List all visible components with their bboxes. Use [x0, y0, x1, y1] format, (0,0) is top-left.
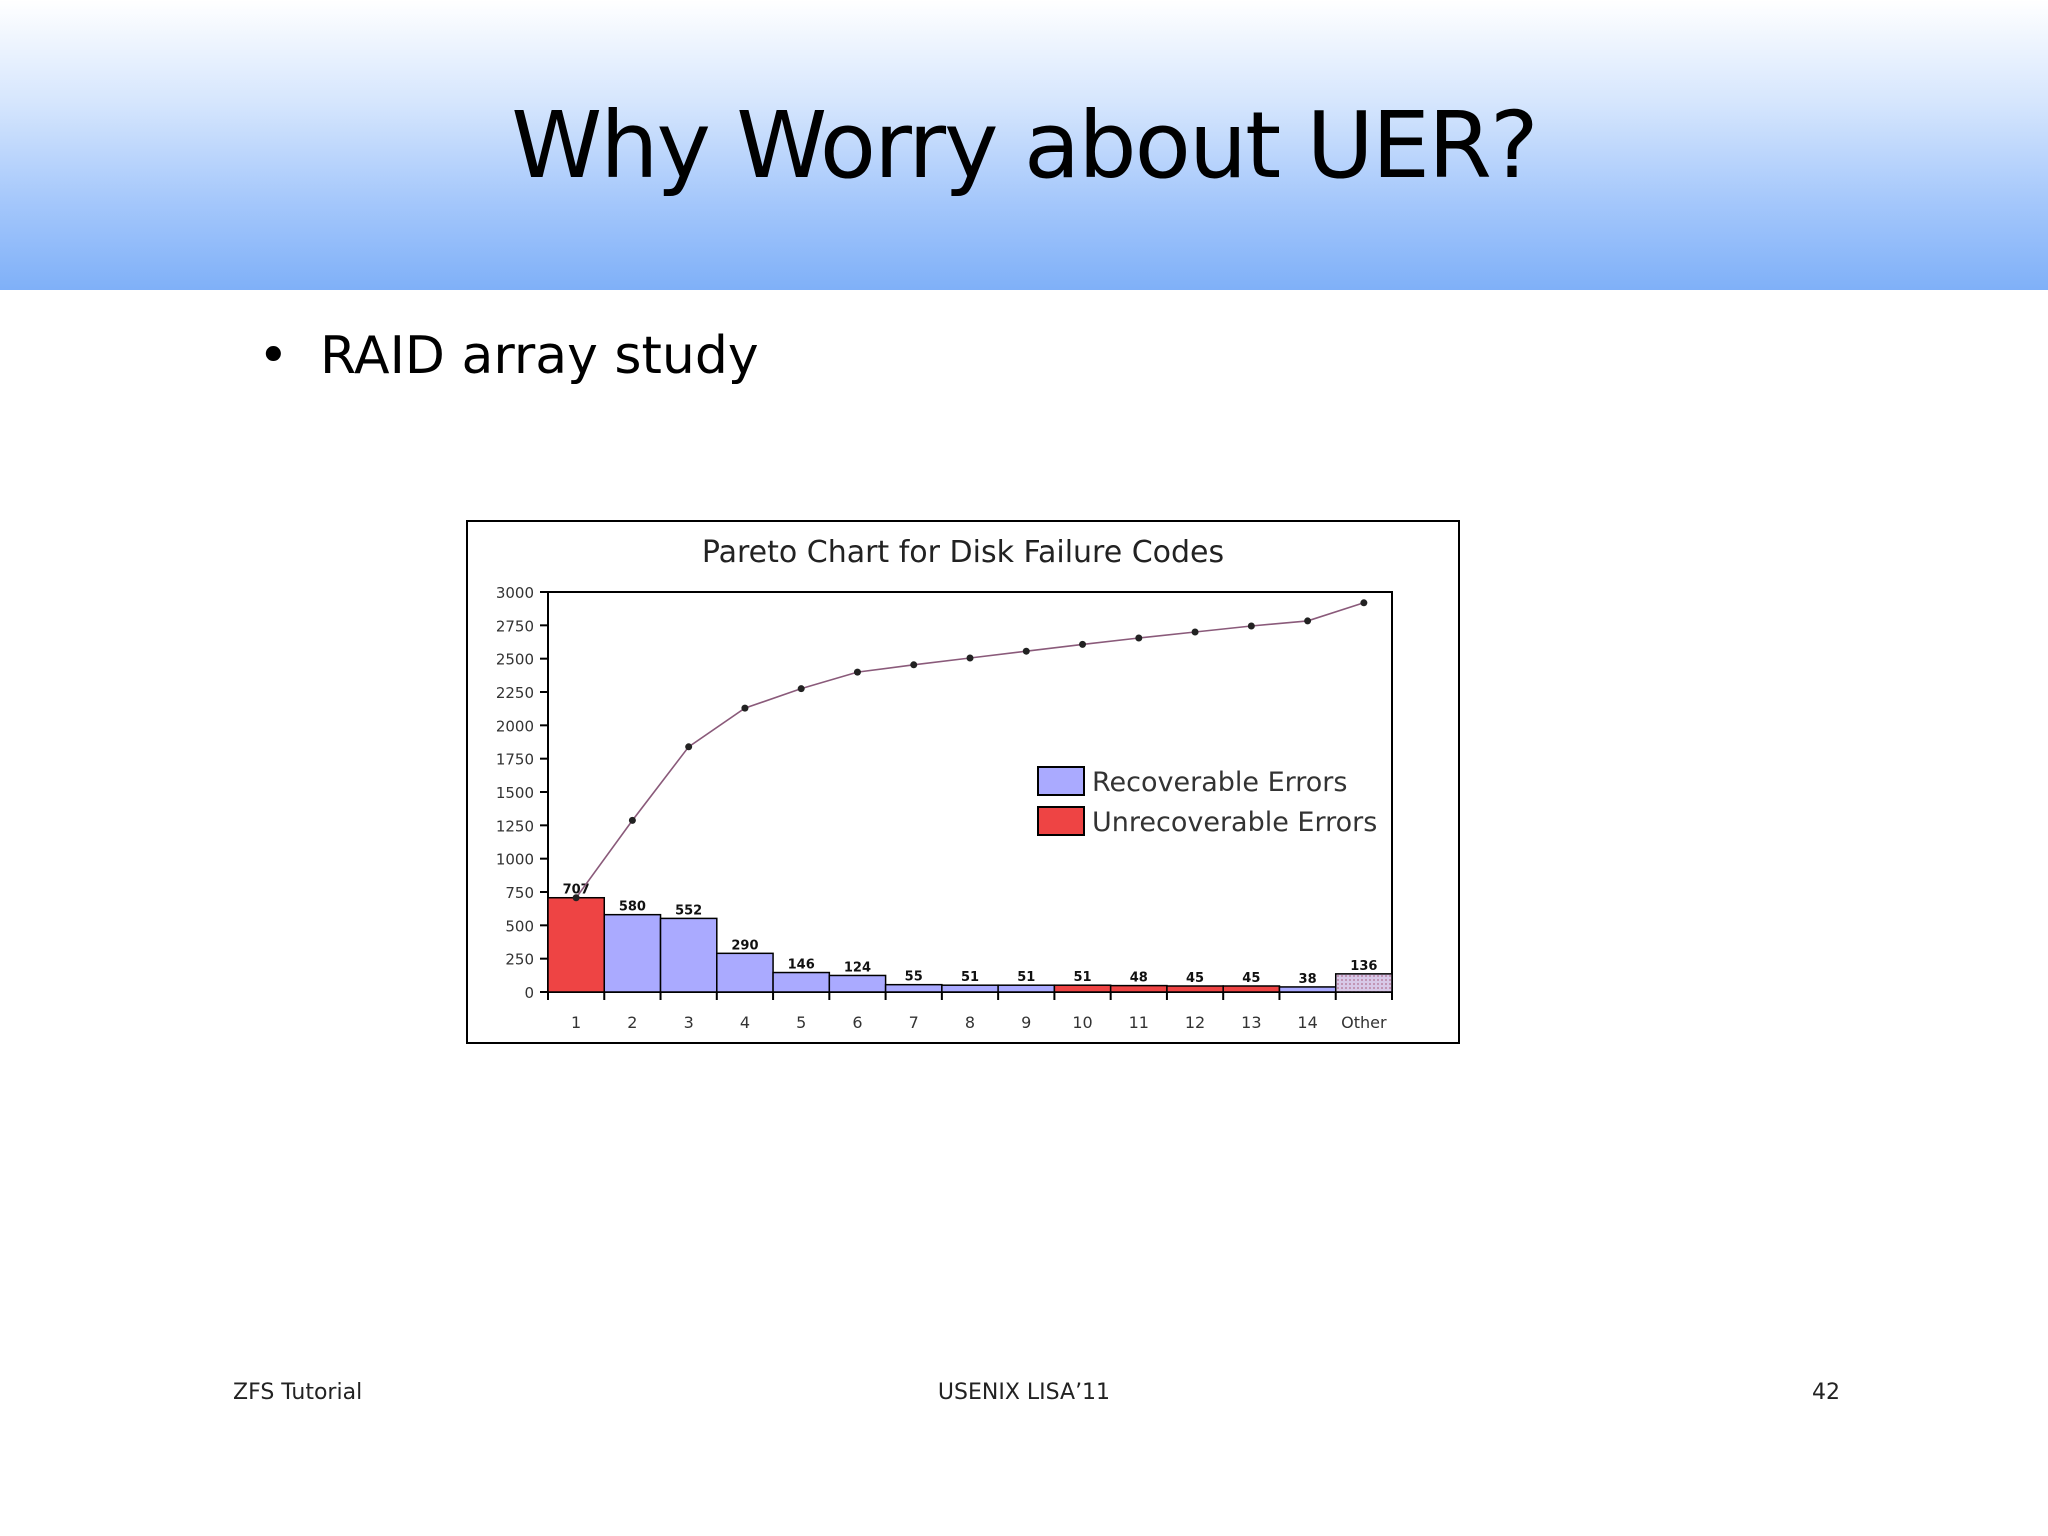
cumulative-point [572, 894, 580, 902]
bar [828, 974, 887, 993]
y-tick-label: 3000 [496, 584, 534, 602]
slide-title: Why Worry about UER? [511, 92, 1538, 199]
cumulative-point [685, 743, 693, 751]
y-tick-label: 500 [505, 917, 534, 935]
cumulative-point [1247, 622, 1255, 630]
bar [1109, 984, 1168, 993]
footer-center: USENIX LISA’11 [937, 1380, 1111, 1405]
plot-area: 0250500750100012501500175020002250250027… [496, 584, 1393, 1032]
bar [1053, 984, 1112, 993]
y-tick-label: 1250 [496, 817, 534, 835]
bullet-dot-icon: • [258, 326, 289, 386]
bar-value-label: 38 [1299, 972, 1317, 987]
y-tick-label: 2250 [496, 684, 534, 702]
cumulative-point [1191, 628, 1199, 636]
y-tick-label: 1750 [496, 751, 534, 769]
bar-value-label: 552 [675, 903, 702, 918]
footer-left: ZFS Tutorial [233, 1380, 363, 1405]
bar [1278, 986, 1337, 993]
y-tick-label: 2000 [496, 717, 534, 735]
bar [603, 913, 662, 993]
cumulative-line [575, 602, 1365, 899]
x-tick-label: 11 [1129, 1013, 1149, 1032]
chart-title: Pareto Chart for Disk Failure Codes [702, 535, 1224, 570]
cumulative-point [741, 704, 749, 712]
bar [659, 917, 718, 993]
bar-value-label: 51 [1017, 970, 1035, 985]
x-tick-label: 12 [1185, 1013, 1205, 1032]
y-tick-label: 250 [505, 951, 534, 969]
cumulative-point [628, 816, 636, 824]
cumulative-point [853, 668, 861, 676]
x-tick-label: 6 [852, 1013, 862, 1032]
y-tick-label: 2750 [496, 617, 534, 635]
x-tick-label: 9 [1021, 1013, 1031, 1032]
bar-value-label: 136 [1350, 959, 1377, 974]
bar [941, 984, 999, 993]
x-tick-label: 3 [684, 1013, 694, 1032]
bar [772, 971, 831, 993]
cumulative-point [1135, 634, 1143, 642]
slide-header [0, 0, 2048, 290]
legend-label: Unrecoverable Errors [1092, 807, 1377, 838]
bar-value-label: 51 [1073, 970, 1091, 985]
cumulative-point [797, 685, 805, 693]
bar [1222, 985, 1281, 993]
bar [1334, 973, 1393, 993]
x-tick-label: 5 [796, 1013, 806, 1032]
page-number: 42 [1812, 1380, 1840, 1405]
y-tick-label: 0 [524, 984, 534, 1002]
legend-label: Recoverable Errors [1092, 767, 1347, 798]
bar-value-label: 707 [563, 883, 590, 898]
legend-swatch [1037, 766, 1085, 796]
y-tick-label: 1000 [496, 851, 534, 869]
cumulative-point [1022, 647, 1030, 655]
y-tick-label: 1500 [496, 784, 534, 802]
x-tick-label: 7 [909, 1013, 919, 1032]
x-tick-label: 1 [571, 1013, 581, 1032]
cumulative-point [966, 654, 974, 662]
cumulative-point [1304, 617, 1312, 625]
cumulative-point [1079, 640, 1087, 648]
bar-value-label: 45 [1186, 971, 1204, 986]
x-tick-label: 2 [627, 1013, 637, 1032]
cumulative-point [1360, 599, 1368, 607]
bar-value-label: 580 [619, 900, 646, 915]
x-tick-label: 8 [965, 1013, 975, 1032]
x-tick-label: 10 [1072, 1013, 1092, 1032]
bar-value-label: 51 [961, 970, 979, 985]
x-tick-label: 13 [1241, 1013, 1261, 1032]
bar [997, 984, 1056, 993]
bullet-text: RAID array study [320, 326, 759, 386]
legend-swatch [1037, 806, 1085, 836]
x-tick-label: Other [1341, 1013, 1387, 1032]
x-tick-label: 14 [1297, 1013, 1317, 1032]
bar [547, 896, 606, 993]
bullet-item: • RAID array study [258, 325, 759, 387]
y-tick-label: 2500 [496, 651, 534, 669]
bar-value-label: 48 [1130, 971, 1148, 986]
x-tick-label: 4 [740, 1013, 750, 1032]
bar [716, 952, 774, 993]
bar-value-label: 146 [788, 958, 815, 973]
bar [884, 983, 943, 993]
bar-value-label: 290 [731, 938, 758, 953]
bar-value-label: 45 [1242, 971, 1260, 986]
cumulative-point [910, 661, 918, 669]
pareto-chart-svg: Pareto Chart for Disk Failure Codes 0250… [496, 535, 1393, 1032]
pareto-chart: Pareto Chart for Disk Failure Codes 0 250… [466, 520, 1460, 1044]
bar [1166, 985, 1224, 993]
bar-value-label: 55 [905, 970, 923, 985]
y-tick-label: 750 [505, 884, 534, 902]
bar-value-label: 124 [844, 960, 871, 975]
